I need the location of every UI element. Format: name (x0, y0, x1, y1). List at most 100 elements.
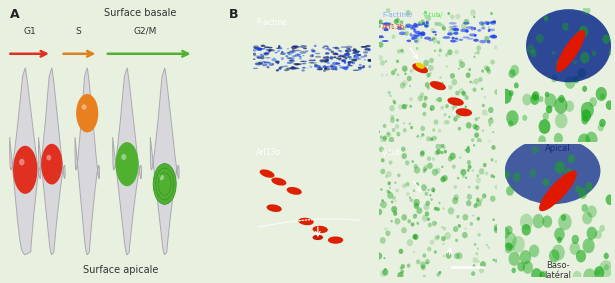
Ellipse shape (391, 70, 395, 75)
Ellipse shape (456, 252, 462, 259)
Ellipse shape (467, 160, 471, 165)
Ellipse shape (380, 237, 386, 244)
Ellipse shape (509, 69, 515, 78)
Ellipse shape (413, 189, 415, 192)
Ellipse shape (488, 26, 490, 28)
Ellipse shape (268, 50, 271, 52)
Ellipse shape (407, 263, 410, 268)
Ellipse shape (353, 48, 357, 51)
Ellipse shape (440, 106, 444, 110)
Ellipse shape (330, 50, 334, 53)
Ellipse shape (579, 25, 588, 37)
Ellipse shape (356, 58, 362, 60)
Ellipse shape (389, 137, 394, 143)
Ellipse shape (410, 198, 413, 202)
Ellipse shape (391, 115, 394, 119)
Ellipse shape (421, 184, 427, 191)
Ellipse shape (395, 200, 397, 202)
Ellipse shape (442, 36, 451, 39)
Ellipse shape (314, 45, 317, 47)
Ellipse shape (435, 222, 437, 224)
Ellipse shape (392, 128, 395, 132)
Ellipse shape (13, 146, 38, 194)
Ellipse shape (271, 63, 274, 65)
Ellipse shape (368, 59, 372, 62)
Ellipse shape (451, 28, 456, 30)
Ellipse shape (378, 42, 383, 48)
Ellipse shape (353, 51, 359, 54)
Ellipse shape (338, 65, 341, 67)
Ellipse shape (260, 170, 274, 178)
Ellipse shape (402, 183, 407, 188)
Ellipse shape (381, 199, 384, 202)
PathPatch shape (75, 68, 100, 255)
Ellipse shape (400, 28, 405, 30)
Ellipse shape (325, 48, 331, 50)
Ellipse shape (293, 63, 296, 65)
Ellipse shape (442, 226, 443, 228)
Ellipse shape (436, 149, 441, 154)
Ellipse shape (426, 15, 431, 21)
Ellipse shape (467, 169, 470, 172)
Ellipse shape (383, 257, 386, 259)
Ellipse shape (413, 251, 415, 253)
Ellipse shape (268, 49, 271, 52)
Ellipse shape (378, 130, 380, 133)
Ellipse shape (278, 45, 280, 48)
Ellipse shape (322, 59, 328, 62)
Ellipse shape (473, 39, 479, 42)
Ellipse shape (344, 61, 346, 64)
Ellipse shape (561, 214, 566, 221)
Ellipse shape (543, 178, 549, 186)
Ellipse shape (387, 22, 392, 28)
Ellipse shape (437, 272, 440, 277)
Ellipse shape (365, 45, 371, 47)
Ellipse shape (494, 259, 498, 263)
Ellipse shape (336, 53, 339, 55)
Ellipse shape (459, 59, 462, 64)
Ellipse shape (440, 82, 444, 86)
Ellipse shape (544, 16, 548, 21)
Ellipse shape (474, 78, 479, 84)
Ellipse shape (394, 218, 400, 225)
Ellipse shape (424, 22, 429, 28)
Ellipse shape (488, 22, 494, 23)
Ellipse shape (312, 235, 323, 240)
Ellipse shape (413, 29, 416, 31)
Ellipse shape (346, 46, 352, 48)
Ellipse shape (264, 53, 269, 55)
Ellipse shape (275, 52, 277, 53)
Ellipse shape (479, 268, 484, 273)
Ellipse shape (438, 54, 440, 57)
Ellipse shape (300, 45, 307, 48)
Ellipse shape (422, 215, 428, 222)
Ellipse shape (379, 147, 384, 152)
Ellipse shape (520, 214, 533, 230)
Ellipse shape (415, 63, 417, 65)
Ellipse shape (424, 192, 428, 196)
Ellipse shape (280, 53, 286, 55)
Ellipse shape (581, 116, 589, 125)
Ellipse shape (348, 48, 351, 50)
Ellipse shape (269, 63, 274, 66)
Ellipse shape (409, 105, 412, 108)
Ellipse shape (483, 163, 486, 167)
Ellipse shape (492, 21, 496, 23)
Ellipse shape (255, 47, 259, 49)
Ellipse shape (542, 215, 552, 228)
Ellipse shape (462, 175, 465, 178)
Ellipse shape (595, 230, 602, 239)
Ellipse shape (325, 59, 330, 61)
Ellipse shape (477, 233, 481, 237)
Ellipse shape (330, 68, 337, 70)
Ellipse shape (470, 222, 473, 226)
Ellipse shape (434, 235, 439, 241)
Ellipse shape (287, 52, 290, 54)
Ellipse shape (121, 154, 127, 160)
Ellipse shape (401, 147, 405, 152)
Ellipse shape (485, 171, 488, 175)
Ellipse shape (458, 127, 461, 131)
Ellipse shape (449, 26, 456, 28)
Ellipse shape (311, 54, 314, 57)
Ellipse shape (483, 96, 486, 98)
